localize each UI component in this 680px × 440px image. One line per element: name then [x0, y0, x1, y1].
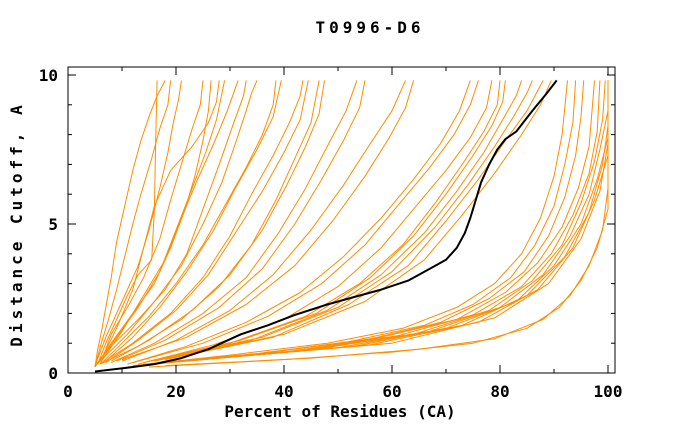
model-curve-model-26 [148, 80, 506, 362]
model-curve-model-03 [97, 80, 158, 365]
curves-layer [94, 79, 609, 373]
highlight-curve-selected-model [94, 79, 558, 373]
model-curve-model-43 [165, 80, 609, 367]
model-curve-model-18 [110, 80, 358, 364]
x-tick-label-100: 100 [594, 382, 623, 401]
axes-layer [67, 66, 616, 374]
model-curve-model-35 [154, 80, 601, 365]
model-curve-model-09 [99, 80, 239, 363]
model-curve-model-06 [94, 80, 212, 368]
y-axis-title: Distance Cutoff, A [7, 101, 26, 346]
model-curve-model-13 [105, 80, 282, 362]
page-title: T0996-D6 [315, 18, 424, 37]
model-curve-model-31 [132, 80, 568, 367]
model-curve-model-11 [100, 80, 258, 362]
model-curve-model-40 [202, 80, 609, 361]
model-curve-model-28 [159, 80, 533, 361]
x-tick-label-40: 40 [274, 382, 293, 401]
model-curve-model-17 [110, 80, 325, 362]
x-tick-label-60: 60 [382, 382, 401, 401]
model-curve-model-21 [121, 80, 415, 361]
model-curve-model-20 [121, 80, 406, 362]
x-axis-title: Percent of Residues (CA) [224, 402, 455, 421]
model-curve-model-07 [99, 80, 220, 362]
model-curve-model-42 [148, 80, 609, 368]
model-curve-model-14 [100, 80, 304, 365]
model-curve-model-15 [105, 80, 309, 364]
model-curve-model-02 [94, 80, 172, 368]
y-tick-label-10: 10 [39, 66, 58, 85]
model-curve-model-10 [94, 80, 247, 366]
model-curve-model-01 [94, 80, 166, 368]
model-curve-model-34 [148, 80, 595, 365]
x-tick-label-80: 80 [490, 382, 509, 401]
model-curve-model-30 [170, 80, 552, 359]
x-tick-label-0: 0 [63, 382, 73, 401]
model-curve-model-41 [219, 80, 609, 359]
model-curve-model-27 [154, 80, 523, 362]
x-tick-label-20: 20 [166, 382, 185, 401]
model-curve-model-22 [127, 80, 471, 365]
model-curve-model-29 [165, 80, 544, 361]
model-curve-model-19 [116, 80, 366, 362]
model-curve-model-25 [143, 80, 501, 364]
plot-frame [67, 66, 616, 374]
y-tick-label-5: 5 [48, 215, 58, 234]
y-tick-label-0: 0 [48, 364, 58, 383]
model-curve-model-04 [94, 80, 182, 366]
model-curve-model-08 [97, 80, 226, 365]
model-curve-model-23 [132, 80, 479, 364]
model-curve-model-37 [165, 80, 609, 364]
model-curve-model-12 [100, 80, 277, 365]
